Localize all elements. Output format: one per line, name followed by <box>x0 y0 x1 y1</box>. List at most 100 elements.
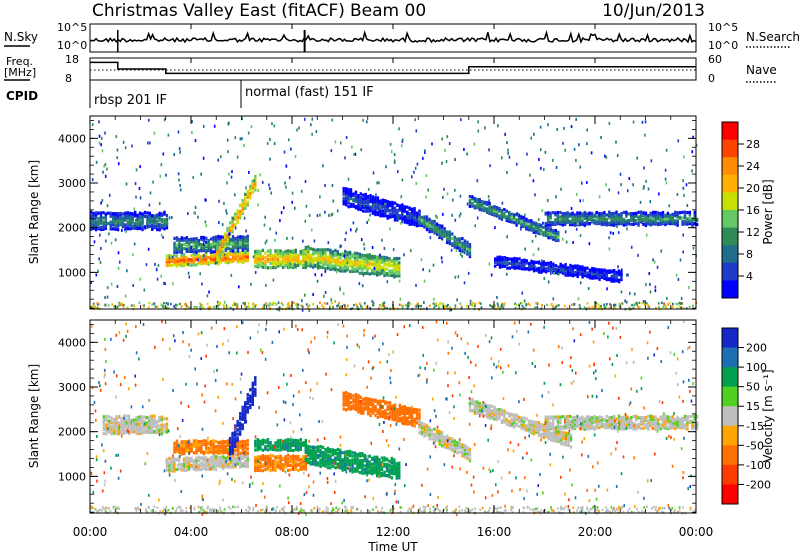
ground-scatter-cell <box>573 302 576 306</box>
scatter-cell <box>272 278 275 282</box>
scatter-cell <box>555 165 558 169</box>
range-time-cell <box>593 213 596 217</box>
range-time-cell <box>207 448 210 452</box>
range-time-cell <box>202 244 206 248</box>
scatter-cell <box>366 120 368 124</box>
range-time-cell <box>642 222 645 226</box>
range-time-cell <box>111 227 115 231</box>
scatter-cell <box>692 135 694 139</box>
range-time-cell <box>380 268 384 273</box>
range-time-cell <box>423 224 426 229</box>
range-time-cell <box>212 254 215 259</box>
range-time-cell <box>319 260 322 264</box>
ground-scatter-cell <box>678 305 681 308</box>
range-time-cell <box>608 216 611 221</box>
range-time-cell <box>279 438 282 443</box>
range-time-cell <box>122 423 126 427</box>
range-time-cell <box>307 457 310 461</box>
range-time-cell <box>518 261 521 265</box>
range-time-cell <box>254 455 257 460</box>
range-time-cell <box>346 458 349 463</box>
range-time-cell <box>104 220 108 224</box>
scatter-cell <box>529 173 531 177</box>
range-time-cell <box>374 409 377 413</box>
scatter-cell <box>275 231 278 235</box>
range-time-cell <box>180 448 184 452</box>
range-time-cell <box>483 206 486 210</box>
range-time-cell <box>94 228 98 232</box>
range-time-cell <box>146 219 149 224</box>
scatter-cell <box>100 143 102 147</box>
scatter-cell <box>619 172 622 176</box>
range-time-cell <box>266 257 270 261</box>
range-time-cell <box>231 222 234 226</box>
scatter-cell <box>526 152 528 156</box>
range-time-cell <box>520 216 523 221</box>
range-time-cell <box>175 254 178 258</box>
range-time-cell <box>246 200 249 204</box>
scatter-cell <box>177 172 180 176</box>
range-time-cell <box>696 222 699 227</box>
range-time-cell <box>163 417 166 421</box>
scatter-cell <box>652 258 654 262</box>
range-time-cell <box>485 207 489 211</box>
range-time-cell <box>341 468 344 472</box>
scatter-cell <box>626 189 629 193</box>
power-y-label: Slant Range [km] <box>27 160 41 264</box>
range-time-cell <box>254 258 257 262</box>
range-time-cell <box>229 251 232 255</box>
range-time-cell <box>373 462 376 466</box>
range-time-cell <box>289 448 292 452</box>
range-time-cell <box>207 260 210 264</box>
range-time-cell <box>192 239 196 244</box>
range-time-cell <box>644 223 648 228</box>
range-time-cell <box>556 210 560 215</box>
range-time-cell <box>97 226 100 230</box>
range-time-cell <box>150 427 153 431</box>
range-time-cell <box>112 420 116 424</box>
range-time-cell <box>231 240 235 245</box>
range-time-cell <box>307 459 310 463</box>
range-time-cell <box>289 457 292 461</box>
range-time-cell <box>214 439 218 444</box>
range-time-cell <box>138 223 142 227</box>
range-time-cell <box>261 265 265 269</box>
range-time-cell <box>228 225 232 230</box>
scatter-cell <box>524 213 526 217</box>
range-time-cell <box>608 210 611 214</box>
range-time-cell <box>371 195 375 199</box>
range-time-cell <box>369 209 372 213</box>
range-time-cell <box>393 264 396 269</box>
range-time-cell <box>324 256 327 261</box>
range-time-cell <box>187 442 191 447</box>
range-time-cell <box>299 249 302 254</box>
scatter-cell <box>216 261 218 265</box>
range-time-cell <box>346 266 349 270</box>
range-time-cell <box>219 449 223 453</box>
range-time-cell <box>244 454 247 458</box>
range-time-cell <box>202 464 205 468</box>
ground-scatter-cell <box>307 305 310 309</box>
range-time-cell <box>388 475 391 479</box>
range-time-cell <box>362 204 365 208</box>
range-time-cell <box>299 252 302 256</box>
range-time-cell <box>218 255 222 259</box>
scatter-cell <box>454 304 457 308</box>
range-time-cell <box>366 406 370 410</box>
range-time-cell <box>515 220 518 224</box>
range-time-cell <box>284 256 287 261</box>
scatter-cell <box>145 263 148 267</box>
ground-scatter-cell <box>501 303 503 306</box>
range-time-cell <box>363 271 367 275</box>
scatter-cell <box>398 127 400 131</box>
scatter-cell <box>311 132 313 136</box>
range-time-cell <box>346 252 349 257</box>
range-time-cell <box>359 395 363 400</box>
range-time-cell <box>321 462 325 466</box>
range-time-cell <box>600 270 604 274</box>
range-time-cell <box>284 444 287 449</box>
range-time-cell <box>398 214 402 218</box>
scatter-cell <box>305 204 308 208</box>
range-time-cell <box>299 437 302 442</box>
range-time-cell <box>158 228 161 232</box>
